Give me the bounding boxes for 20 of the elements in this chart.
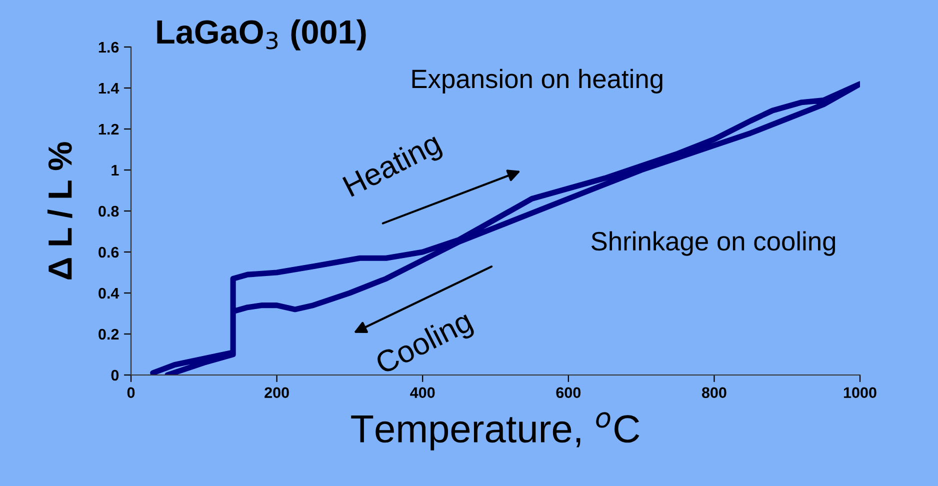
chart-title: LaGaO$_{3}$ (001): [157, 19, 366, 50]
x-tick-label: 1000: [844, 387, 876, 398]
annotation: Shrinkage on cooling: [591, 231, 836, 256]
y-tick-label: 1.4: [98, 83, 120, 94]
y-tick-label: 0.4: [98, 288, 120, 299]
y-tick-label: 0.6: [98, 246, 119, 258]
x-tick-label: 0: [127, 387, 135, 398]
y-tick-label: 0.8: [98, 206, 119, 217]
x-tick-label: 200: [264, 387, 289, 398]
y-tick-label: 1.2: [98, 124, 119, 135]
y-tick-label: 0: [111, 370, 119, 381]
y-tick-label: 0.2: [98, 328, 119, 340]
y-axis-title: Δ L / L %: [47, 142, 72, 280]
x-tick-label: 600: [556, 387, 581, 398]
y-tick-label: 1.6: [98, 42, 119, 53]
annotation: Expansion on heating: [412, 68, 662, 94]
x-axis-title: Temperature, $^{o}$C: [351, 412, 640, 450]
x-tick-label: 400: [410, 387, 435, 398]
x-tick-label: 800: [702, 387, 726, 398]
y-tick-label: 1: [112, 165, 119, 176]
